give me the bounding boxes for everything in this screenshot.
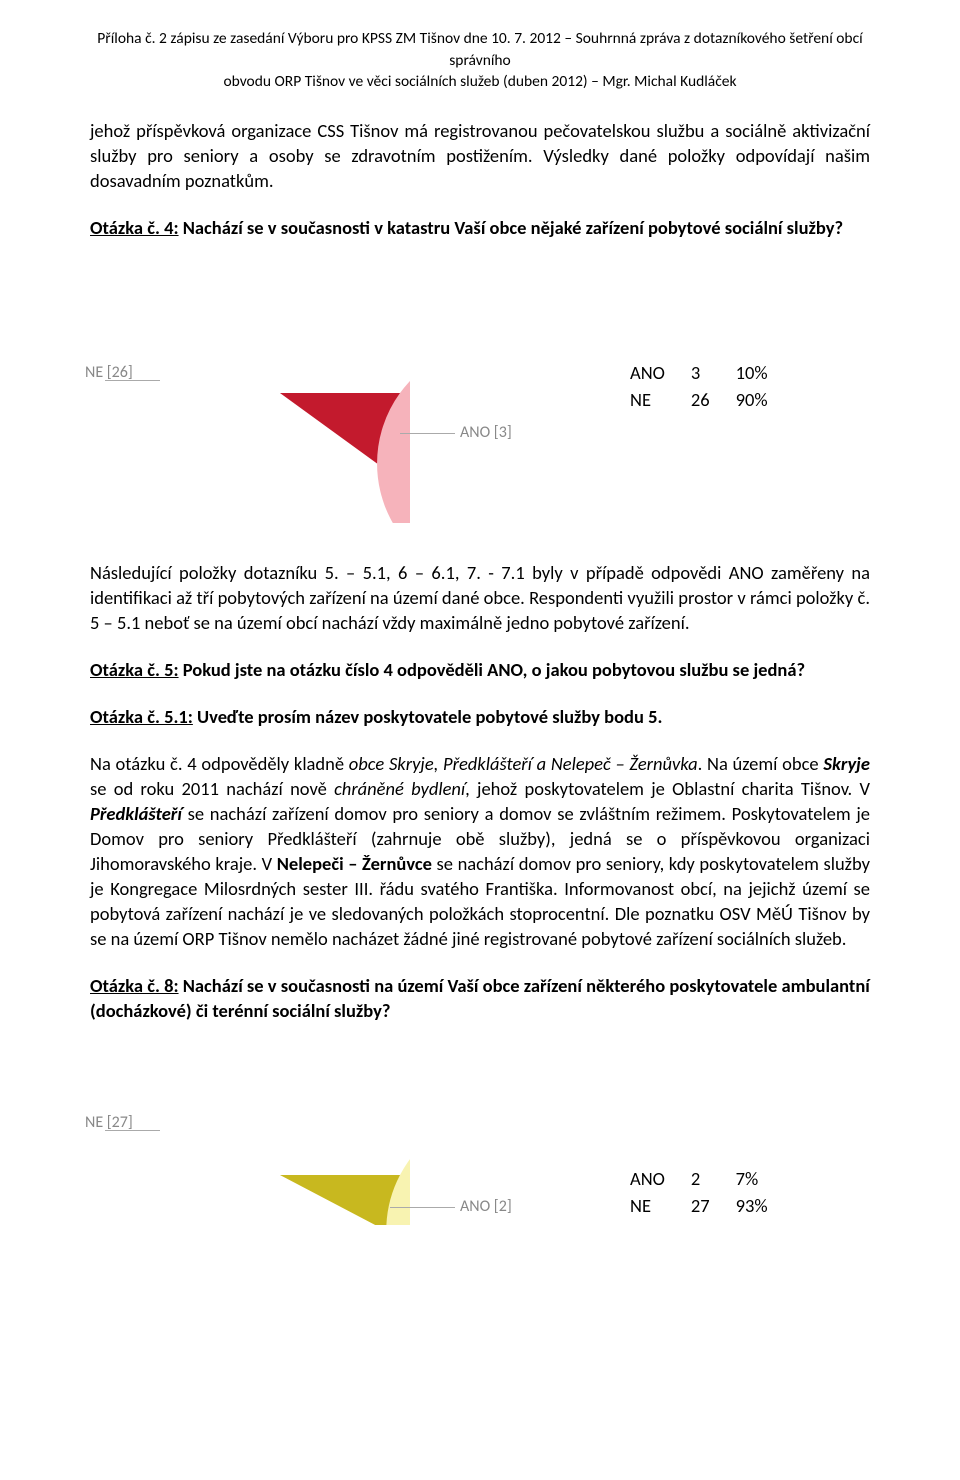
- table-cell: 2: [691, 1165, 736, 1192]
- table-row: ANO 3 10%: [630, 359, 794, 386]
- bold-italic-text: Předklášteří: [90, 802, 182, 825]
- table-cell: 7%: [736, 1165, 794, 1192]
- chart1-ano-label: ANO [3]: [460, 423, 512, 442]
- question-5-1-heading: Otázka č. 5.1: Uveďte prosím název posky…: [90, 705, 870, 730]
- table-cell: 27: [691, 1192, 736, 1219]
- chart2-data-table: ANO 2 7% NE 27 93%: [630, 1165, 794, 1219]
- question-4-heading: Otázka č. 4: Nachází se v současnosti v …: [90, 216, 870, 241]
- table-cell: ANO: [630, 359, 691, 386]
- document-page: Příloha č. 2 zápisu ze zasedání Výboru p…: [0, 0, 960, 1480]
- table-cell: 93%: [736, 1192, 794, 1219]
- page-header: Příloha č. 2 zápisu ze zasedání Výboru p…: [90, 28, 870, 93]
- question-8-heading: Otázka č. 8: Nachází se v současnosti na…: [90, 974, 870, 1024]
- table-row: NE 27 93%: [630, 1192, 794, 1219]
- long-paragraph: Na otázku č. 4 odpověděly kladně obce Sk…: [90, 752, 870, 952]
- question-5-text: Pokud jste na otázku číslo 4 odpověděli …: [179, 658, 806, 681]
- text: , jehož poskytovatelem je Oblastní chari…: [465, 777, 870, 800]
- text: se od roku 2011 nachází nově: [90, 777, 334, 800]
- chart1-ne-label: NE [26]: [85, 363, 133, 382]
- table-row: NE 26 90%: [630, 386, 794, 413]
- pie-slice-ano-2: [280, 1175, 400, 1225]
- italic-text: obce Skryje, Předklášteří a Nelepeč – Že…: [349, 752, 698, 775]
- pie-chart-1: [150, 263, 410, 523]
- mid-paragraph: Následující položky dotazníku 5. – 5.1, …: [90, 561, 870, 636]
- chart2-ano-label: ANO [2]: [460, 1197, 512, 1216]
- leader-ano-2: [390, 1207, 455, 1208]
- question-8-label: Otázka č. 8:: [90, 974, 179, 997]
- bold-text: Nelepeči – Žernůvce: [277, 852, 432, 875]
- bold-italic-text: Skryje: [823, 752, 870, 775]
- question-4-label: Otázka č. 4:: [90, 216, 179, 239]
- question-5-1-text: Uveďte prosím název poskytovatele pobyto…: [193, 705, 663, 728]
- question-5-1-label: Otázka č. 5.1:: [90, 705, 193, 728]
- question-4-text: Nachází se v současnosti v katastru Vaší…: [179, 216, 843, 239]
- table-cell: 3: [691, 359, 736, 386]
- italic-text: chráněné bydlení: [334, 777, 465, 800]
- table-cell: 90%: [736, 386, 794, 413]
- question-5-heading: Otázka č. 5: Pokud jste na otázku číslo …: [90, 658, 870, 683]
- leader-ano: [400, 433, 455, 434]
- pie-chart-2: [150, 1045, 410, 1225]
- question-5-label: Otázka č. 5:: [90, 658, 179, 681]
- table-cell: ANO: [630, 1165, 691, 1192]
- table-cell: NE: [630, 386, 691, 413]
- chart2-ne-label: NE [27]: [85, 1113, 133, 1132]
- table-cell: 26: [691, 386, 736, 413]
- table-cell: NE: [630, 1192, 691, 1219]
- chart1-data-table: ANO 3 10% NE 26 90%: [630, 359, 794, 413]
- intro-paragraph: jehož příspěvková organizace CSS Tišnov …: [90, 119, 870, 194]
- text: Na otázku č. 4 odpověděly kladně: [90, 752, 349, 775]
- header-line-1: Příloha č. 2 zápisu ze zasedání Výboru p…: [97, 29, 862, 70]
- chart-2-block: NE [27] ANO [2] ANO 2 7% NE 27 93%: [90, 1045, 870, 1245]
- text: . Na území obce: [698, 752, 824, 775]
- table-cell: 10%: [736, 359, 794, 386]
- table-row: ANO 2 7%: [630, 1165, 794, 1192]
- header-line-2: obvodu ORP Tišnov ve věci sociálních slu…: [223, 72, 736, 91]
- question-8-text: Nachází se v současnosti na území Vaší o…: [90, 974, 870, 1022]
- chart-1-block: NE [26] ANO [3] ANO 3 10% NE 26 90%: [90, 263, 870, 543]
